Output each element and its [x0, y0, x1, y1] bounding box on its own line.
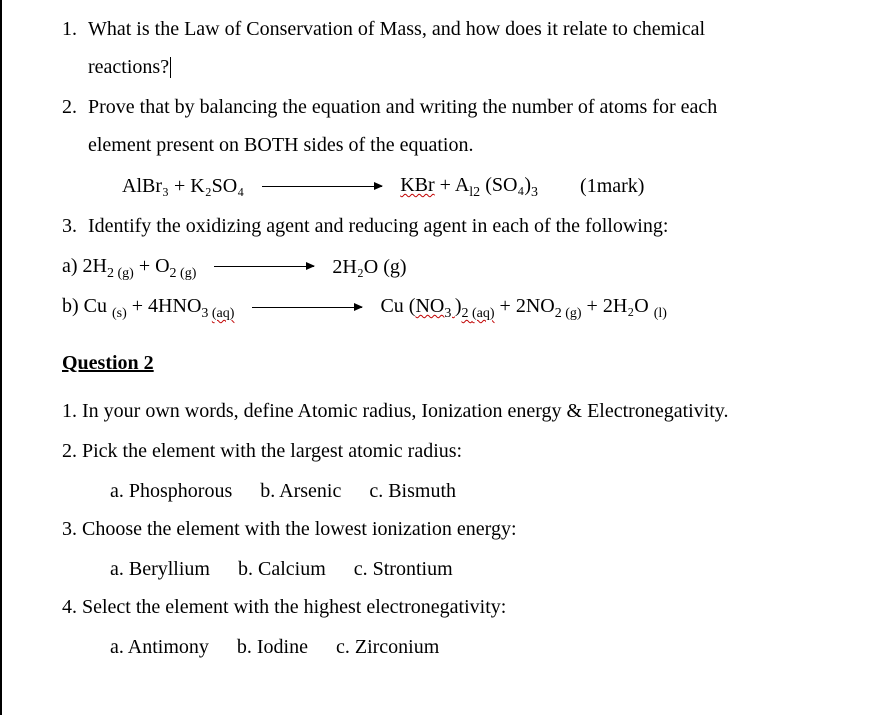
question-2-heading: Question 2 — [62, 344, 847, 382]
q2-3-opt-a: a. Beryllium — [110, 550, 210, 588]
q2-3-opt-c: c. Strontium — [354, 550, 453, 588]
q1-3a-left: a) 2H2 (g) + O2 (g) — [62, 247, 196, 288]
q1-3b-aq2: (aq) — [472, 306, 495, 321]
q2-2-opt-c: c. Bismuth — [369, 472, 456, 510]
q1-item-3: 3. Identify the oxidizing agent and redu… — [62, 207, 847, 245]
q2-4-opt-a: a. Antimony — [110, 628, 209, 666]
eq-left: AlBr₃ + K₂SO₄ — [122, 167, 244, 205]
q1-item-1: 1. What is the Law of Conservation of Ma… — [62, 10, 847, 86]
q2-3-opt-b: b. Calcium — [238, 550, 326, 588]
q1-3b-aq1: (aq) — [212, 306, 235, 321]
q1-2-number: 2. — [62, 88, 88, 164]
eq-mark: (1mark) — [580, 167, 644, 205]
q2-item-3: 3. Choose the element with the lowest io… — [62, 510, 847, 548]
q1-3b-rest1-sub: 2 (g) — [555, 306, 582, 321]
q1-3b-cu: Cu ( — [380, 295, 415, 317]
q1-equation: AlBr₃ + K₂SO₄ KBr + Al2 (SO₄)3 (1mark) — [62, 166, 847, 207]
eq-so4-sub: 3 — [531, 185, 538, 200]
q2-2-opt-a: a. Phosphorous — [110, 472, 232, 510]
eq-plus: + A — [435, 174, 470, 196]
q1-3b-right: Cu (NO3 )2 (aq) + 2NO2 (g) + 2H₂O (l) — [380, 287, 666, 328]
q1-3b-close-sub: 2 — [462, 306, 473, 321]
q1-3a-equation: a) 2H2 (g) + O2 (g) 2H₂O (g) — [62, 247, 847, 288]
q1-2-body: Prove that by balancing the equation and… — [88, 88, 847, 164]
q1-3a-sub1: 2 (g) — [107, 266, 134, 281]
arrow-icon — [252, 307, 362, 308]
q2-item-2: 2. Pick the element with the largest ato… — [62, 432, 847, 470]
eq-so4: (SO₄) — [480, 174, 531, 196]
arrow-icon — [262, 186, 382, 187]
q1-3-text: Identify the oxidizing agent and reducin… — [88, 207, 847, 245]
q1-3b-rest1: + 2NO — [495, 295, 555, 317]
eq-kbr-squiggle: KBr — [400, 174, 434, 196]
q1-3b-s: (s) — [112, 306, 127, 321]
q1-3b-plus: + 4HNO — [127, 295, 202, 317]
q1-3b-equation: b) Cu (s) + 4HNO3 (aq) Cu (NO3 )2 (aq) +… — [62, 287, 847, 328]
q1-3a-right: 2H₂O (g) — [332, 248, 406, 286]
text-cursor — [170, 57, 171, 78]
q1-1-number: 1. — [62, 10, 88, 86]
q2-4-options: a. Antimony b. Iodine c. Zirconium — [62, 628, 847, 666]
eq-right: KBr + Al2 (SO₄)3 — [400, 166, 538, 207]
q1-1-line1: What is the Law of Conservation of Mass,… — [88, 18, 705, 40]
q2-3-options: a. Beryllium b. Calcium c. Strontium — [62, 550, 847, 588]
q1-3b-left: b) Cu (s) + 4HNO3 (aq) — [62, 287, 234, 328]
q1-3-number: 3. — [62, 207, 88, 245]
arrow-icon — [214, 266, 314, 267]
q2-4-opt-b: b. Iodine — [237, 628, 308, 666]
q1-3b-rest2-sub: (l) — [654, 306, 667, 321]
q1-item-2: 2. Prove that by balancing the equation … — [62, 88, 847, 164]
q2-4-opt-c: c. Zirconium — [336, 628, 439, 666]
q1-3b-sub3: 3 — [201, 306, 212, 321]
q1-3b-rest2: + 2H₂O — [582, 295, 654, 317]
q2-2-options: a. Phosphorous b. Arsenic c. Bismuth — [62, 472, 847, 510]
q2-2-opt-b: b. Arsenic — [260, 472, 341, 510]
q2-item-1: 1. In your own words, define Atomic radi… — [62, 392, 847, 430]
q1-1-body: What is the Law of Conservation of Mass,… — [88, 10, 847, 86]
q1-1-line2: reactions? — [88, 56, 169, 78]
q1-2-line2: element present on BOTH sides of the equ… — [88, 134, 473, 156]
q1-3a-plus: + O — [134, 255, 170, 277]
q1-3a-sub2: 2 (g) — [170, 266, 197, 281]
q1-2-line1: Prove that by balancing the equation and… — [88, 96, 717, 118]
q1-3b-close: ) — [455, 295, 462, 317]
eq-al-sub: l2 — [469, 185, 480, 200]
q1-3b-label: b) Cu — [62, 295, 112, 317]
q1-3a-label: a) 2H — [62, 255, 107, 277]
q2-item-4: 4. Select the element with the highest e… — [62, 588, 847, 626]
q1-3b-no3: NO3 — [415, 295, 454, 317]
